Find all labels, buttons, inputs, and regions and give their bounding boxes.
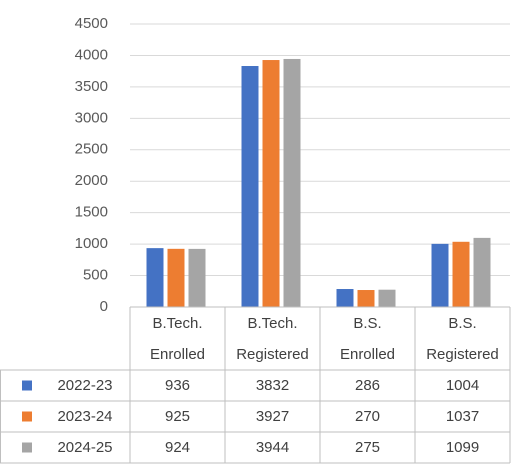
table-value: 936 [164, 377, 191, 394]
table-value: 925 [164, 408, 191, 425]
bar [262, 60, 280, 307]
y-tick-label: 1500 [75, 204, 108, 221]
table-value: 275 [354, 439, 381, 456]
bar [283, 58, 301, 308]
table-value: 286 [354, 377, 381, 394]
bar [452, 241, 470, 307]
table-value: 3944 [255, 439, 290, 456]
legend-label: 2023-24 [57, 408, 113, 425]
x-tick-label: B.S. Registered [426, 315, 499, 363]
legend-label: 2024-25 [57, 439, 113, 456]
bar [431, 243, 449, 307]
table-value: 3832 [255, 377, 290, 394]
y-tick-label: 2500 [75, 141, 108, 158]
legend-label: 2022-23 [57, 377, 113, 394]
x-tick-label: B.Tech. Registered [236, 315, 309, 363]
bar [473, 237, 491, 307]
table-value: 1099 [445, 439, 480, 456]
legend-swatch [22, 411, 32, 422]
table-value: 924 [164, 439, 191, 456]
bar [188, 248, 206, 307]
y-tick-label: 3000 [75, 109, 108, 126]
y-tick-label: 4000 [75, 46, 108, 63]
table-value: 3927 [255, 408, 290, 425]
legend-swatch [22, 380, 32, 391]
y-tick-label: 3500 [75, 78, 108, 95]
bar [357, 290, 375, 307]
bar [378, 289, 396, 307]
y-tick-label: 500 [83, 267, 108, 284]
bar [336, 289, 354, 307]
table-value: 1004 [445, 377, 480, 394]
table-value: 1037 [445, 408, 480, 425]
x-tick-label: B.Tech. Enrolled [149, 315, 206, 363]
x-tick-label: B.S. Enrolled [339, 315, 396, 363]
y-tick-label: 2000 [75, 172, 108, 189]
y-tick-label: 0 [100, 298, 108, 315]
bar [167, 248, 185, 307]
table-value: 270 [354, 408, 381, 425]
legend-swatch [22, 442, 32, 453]
bar [146, 248, 164, 307]
y-tick-label: 4500 [75, 15, 108, 32]
y-tick-label: 1000 [75, 235, 108, 252]
bar [241, 66, 259, 307]
